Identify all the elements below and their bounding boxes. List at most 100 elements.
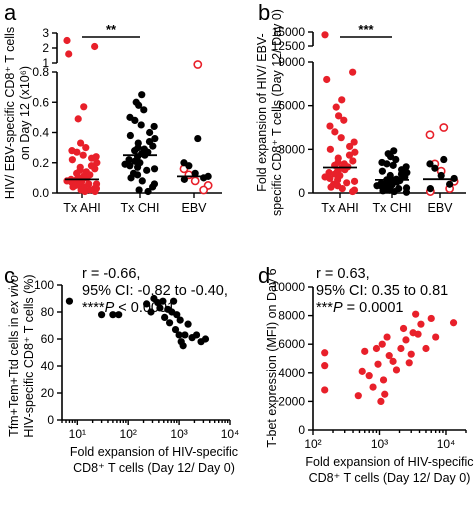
data-point	[440, 155, 448, 164]
data-point	[143, 166, 151, 174]
y-tick-label: 0.4	[32, 126, 49, 140]
data-point	[321, 386, 329, 394]
data-point	[91, 165, 99, 173]
y-axis-title-line2: specific CD8⁺ T cells (Day 12/ Day 0)	[270, 9, 284, 216]
x-tick-label: 10³	[371, 437, 388, 451]
data-point	[345, 151, 354, 159]
y-tick-label: 8000	[278, 309, 305, 323]
data-point	[80, 103, 88, 111]
y-axis-title: HIV/ EBV-specific CD8⁺ T cellson Day 12 …	[3, 27, 32, 199]
data-point	[68, 156, 76, 164]
data-point	[171, 325, 180, 334]
y-axis-title-line1b: ex vivo	[7, 275, 21, 314]
data-point	[327, 183, 335, 191]
stat-ci: 95% CI: 0.35 to 0.81	[316, 283, 448, 299]
x-tick-label: 10⁴	[437, 437, 456, 451]
y-tick-label: 3	[42, 26, 49, 40]
data-point	[378, 340, 386, 348]
data-point-open	[193, 60, 203, 69]
x-axis-title-line2: CD8⁺ T cells (Day 12/ Day 0)	[309, 471, 471, 485]
data-point	[156, 304, 164, 312]
y-axis-title-line2: on Day 12 (x10⁶)	[18, 66, 32, 160]
data-point	[446, 180, 454, 188]
data-point	[337, 134, 345, 142]
data-point	[82, 144, 90, 152]
data-point-open	[190, 176, 200, 186]
panel-d-chart: 0 2000 4000 6000 8000 10000 10² 10³ 10⁴ Fold expa…	[265, 266, 474, 485]
data-point	[358, 367, 366, 375]
data-point	[414, 330, 422, 338]
data-point	[137, 121, 145, 129]
stat-p-letter: P	[333, 300, 343, 316]
data-point	[74, 115, 82, 123]
x-tick-label: 10²	[304, 437, 321, 451]
data-point	[140, 106, 148, 114]
data-point	[402, 188, 411, 196]
data-point	[402, 336, 410, 344]
data-point	[115, 311, 123, 319]
data-point	[338, 185, 346, 193]
data-point	[173, 311, 181, 319]
data-point	[422, 344, 430, 353]
data-point	[65, 297, 74, 305]
data-point	[427, 314, 435, 323]
data-point	[150, 122, 158, 131]
stat-r: r = -0.66,	[82, 266, 140, 282]
data-point	[181, 331, 189, 339]
data-point	[133, 171, 142, 179]
x-axis-title-line1: Fold expansion of HIV-specific	[305, 455, 473, 469]
data-point	[321, 362, 329, 370]
y-axis-title-line1: Tfm+Tem+Ttd cells in ex vivo	[7, 275, 21, 437]
data-point	[349, 187, 357, 196]
data-point	[88, 154, 96, 162]
data-point	[432, 333, 440, 341]
data-point	[65, 50, 73, 58]
data-point	[351, 148, 359, 156]
data-point	[390, 147, 398, 155]
data-point	[449, 319, 458, 327]
y-tick-label: 0	[47, 413, 54, 427]
data-point	[326, 145, 334, 153]
x-category-label: Tx CHI	[373, 201, 412, 215]
y-tick-label: 4000	[278, 366, 305, 380]
data-point	[93, 159, 101, 167]
data-point	[377, 397, 385, 405]
data-point	[361, 347, 369, 355]
stat-ci: 95% CI: -0.82 to -0.40,	[82, 283, 228, 299]
y-tick-label: 80	[41, 305, 55, 319]
data-point	[159, 297, 167, 305]
data-point	[138, 91, 146, 99]
data-point	[381, 390, 389, 398]
y-tick-label: 40	[41, 359, 55, 373]
y-tick-label: 9000	[278, 55, 305, 69]
y-tick-label: 0.0	[32, 186, 49, 200]
data-point-open	[199, 185, 209, 195]
y-axis-title-line2: HIV-specific CD8⁺ T cells (%)	[22, 274, 36, 437]
data-point	[191, 169, 199, 177]
y-axis-title: Fold expansion of HIV/ EBV-specific CD8⁺…	[255, 9, 284, 216]
data-point	[194, 134, 202, 143]
data-point	[431, 164, 439, 172]
data-point	[184, 320, 192, 328]
data-point	[170, 297, 178, 305]
data-point	[326, 122, 334, 130]
data-point	[326, 174, 334, 183]
data-point	[346, 142, 354, 151]
data-point	[149, 142, 157, 150]
data-point	[165, 319, 174, 327]
data-point	[335, 112, 343, 120]
y-tick-label: 1	[42, 56, 49, 70]
y-tick-label: 20	[41, 386, 55, 400]
data-point	[372, 344, 381, 353]
data-point	[426, 185, 434, 193]
data-point	[323, 75, 331, 84]
stat-p-letter: P	[105, 300, 115, 316]
y-tick-label: 15000	[272, 25, 306, 39]
x-axis-title-line2: CD8⁺ T cells (Day 12/ Day 0)	[73, 461, 235, 475]
data-point	[201, 335, 210, 343]
stat-p: ****P < 0.0001	[82, 300, 175, 316]
data-point	[331, 128, 339, 136]
data-point	[185, 162, 193, 170]
